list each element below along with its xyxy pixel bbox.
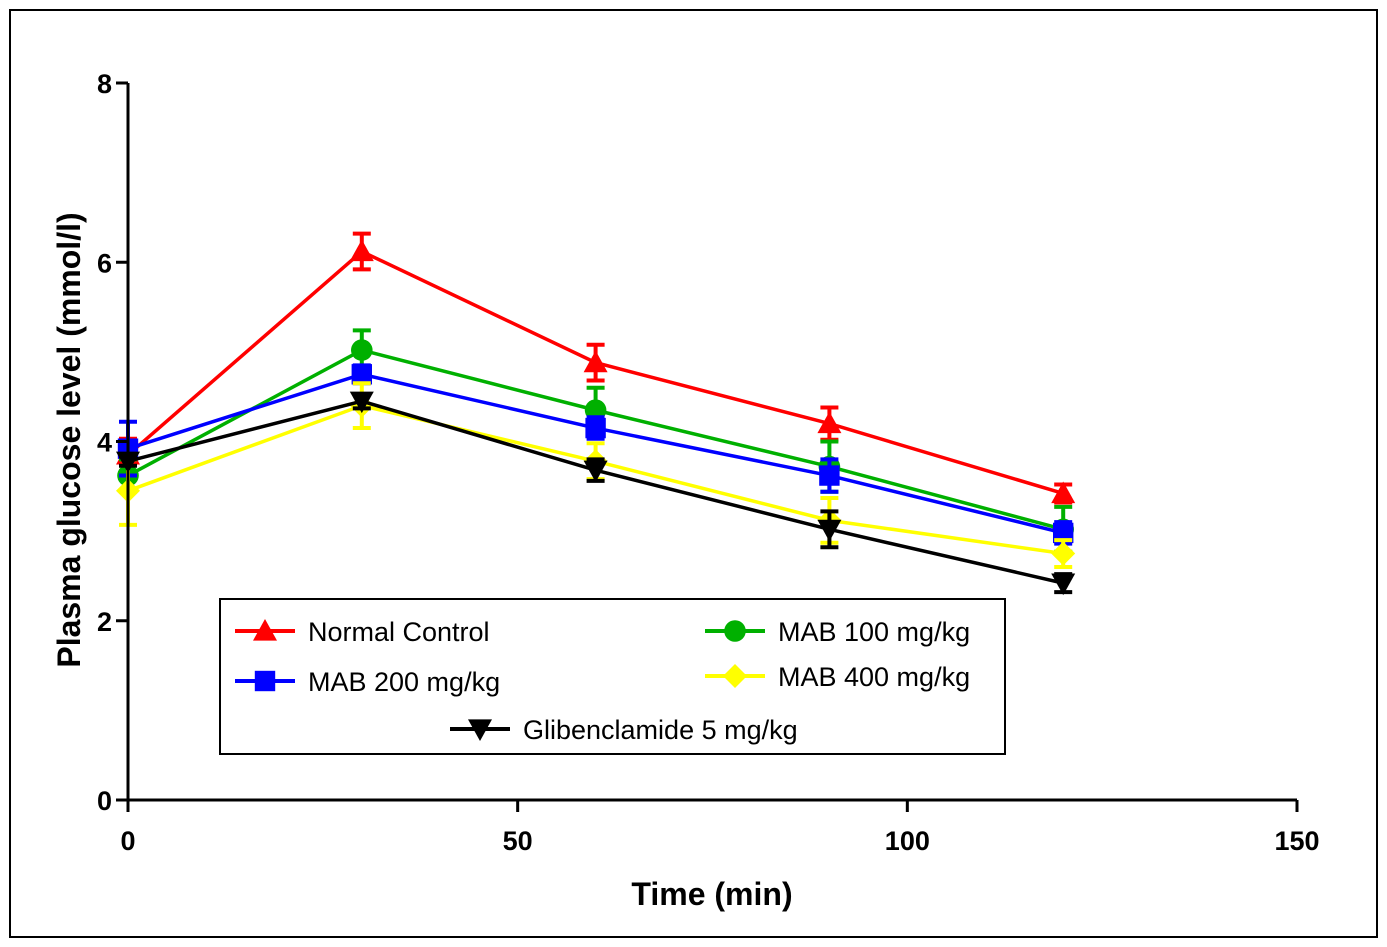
- y-tick-label: 8: [97, 69, 112, 99]
- x-tick-label: 150: [1274, 826, 1319, 856]
- y-tick-label: 2: [97, 607, 112, 637]
- legend-marker: [724, 620, 746, 642]
- data-point: [585, 418, 605, 438]
- data-point: [351, 339, 373, 361]
- data-point: [819, 465, 839, 485]
- legend: Normal Control MAB 100 mg/kg MAB 200 mg/kg…: [220, 599, 1005, 754]
- x-tick-label: 0: [120, 826, 135, 856]
- series-layer: [116, 234, 1075, 596]
- y-tick-label: 4: [97, 428, 112, 458]
- y-ticks: 0 2 4 6 8: [97, 69, 128, 816]
- data-point: [584, 351, 608, 373]
- x-axis-title: Time (min): [631, 876, 792, 912]
- legend-label: MAB 200 mg/kg: [308, 667, 500, 697]
- x-tick-label: 50: [503, 826, 533, 856]
- x-tick-label: 100: [885, 826, 930, 856]
- x-ticks: 0 50 100 150: [120, 800, 1319, 856]
- legend-label: MAB 400 mg/kg: [778, 662, 970, 692]
- legend-label: Glibenclamide 5 mg/kg: [523, 715, 798, 745]
- legend-marker: [255, 671, 275, 691]
- y-axis-title: Plasma glucose level (mmol/l): [51, 212, 87, 667]
- data-point: [350, 239, 374, 261]
- legend-label: MAB 100 mg/kg: [778, 617, 970, 647]
- y-tick-label: 6: [97, 248, 112, 278]
- y-tick-label: 0: [97, 786, 112, 816]
- legend-label: Normal Control: [308, 617, 490, 647]
